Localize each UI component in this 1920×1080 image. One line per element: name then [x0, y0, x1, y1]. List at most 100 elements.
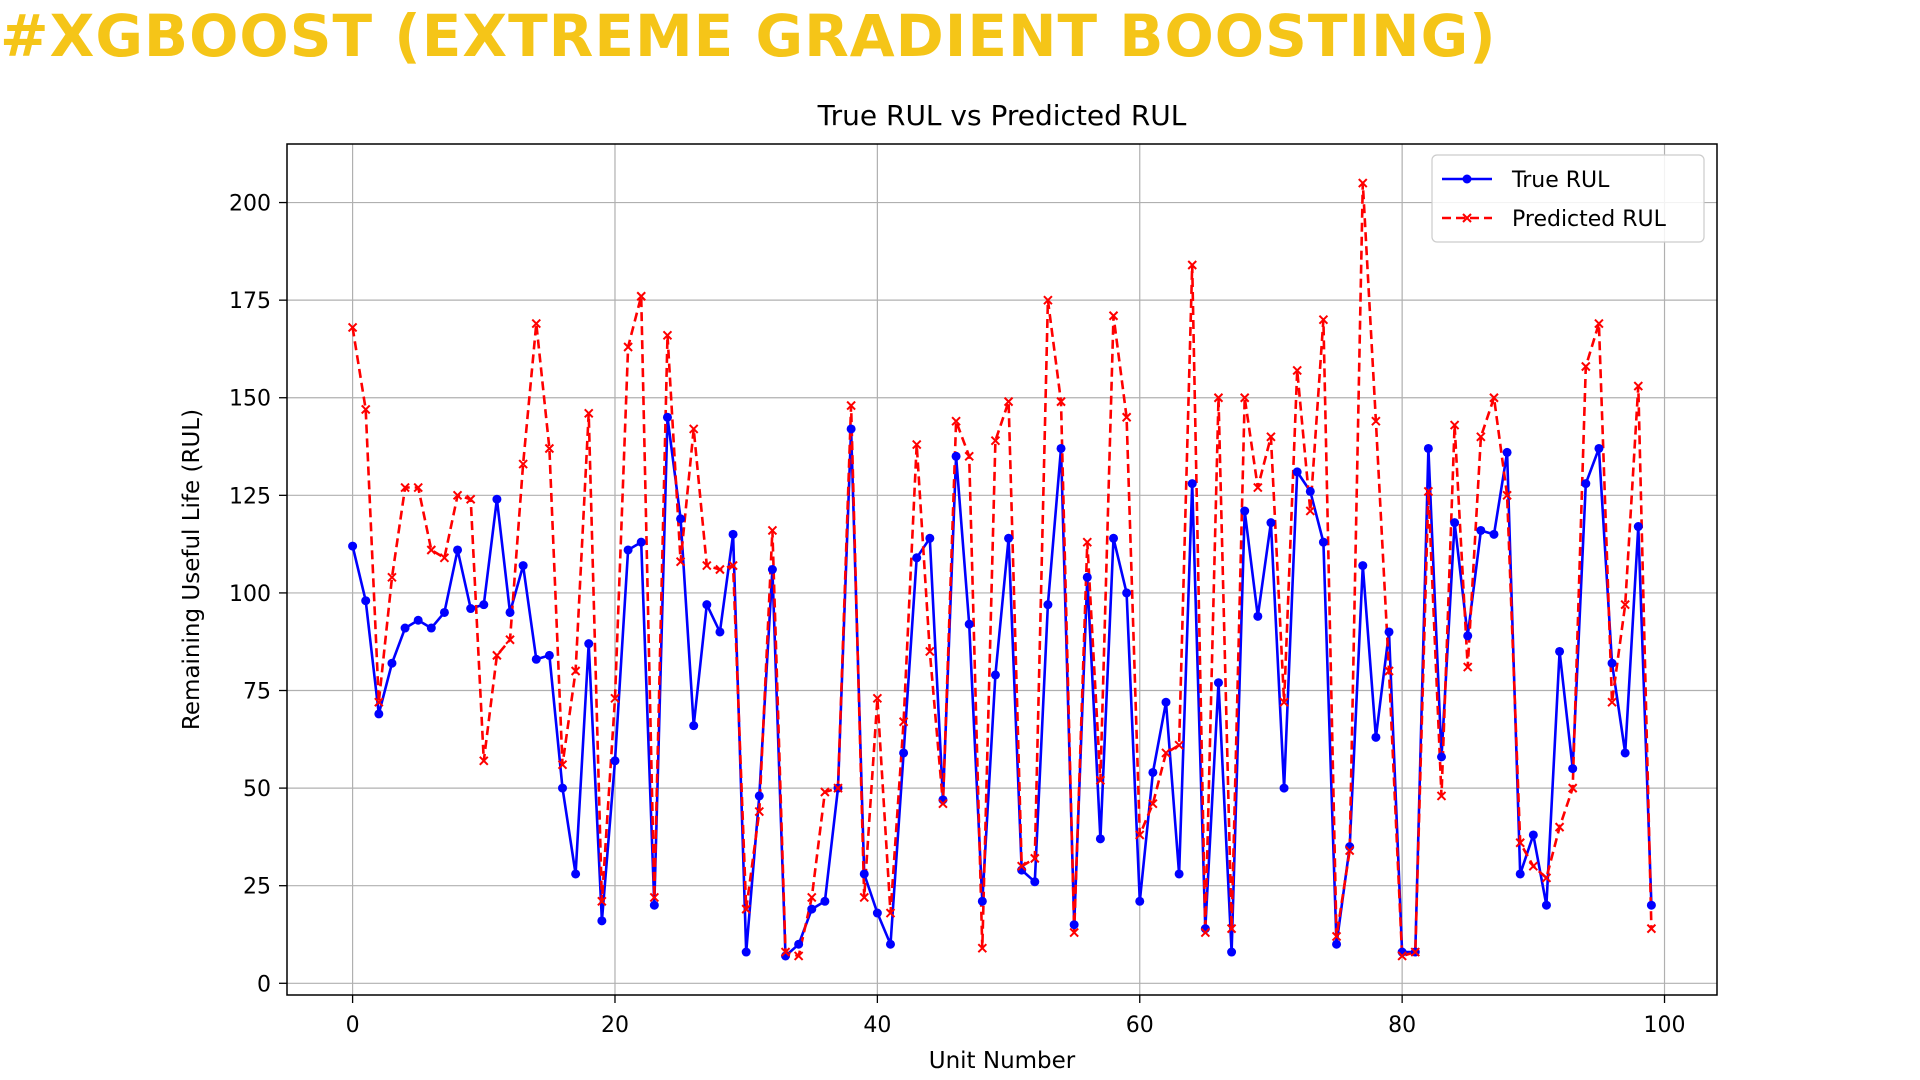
data-point	[623, 342, 633, 352]
data-point	[1069, 920, 1079, 930]
data-point	[1489, 529, 1499, 539]
data-point	[794, 939, 804, 949]
data-point	[846, 400, 856, 411]
data-point	[728, 529, 738, 539]
y-tick-label: 150	[229, 387, 271, 412]
data-point	[1567, 783, 1578, 793]
axis-ticks: 0 20 40 60 80 100 0 25 50 75 100 125 150 175 200	[229, 192, 1686, 1038]
data-point	[1555, 646, 1565, 656]
data-point	[676, 514, 686, 524]
data-point	[977, 943, 988, 953]
data-point	[1410, 947, 1420, 957]
data-point	[1227, 947, 1237, 957]
legend-marker	[1462, 213, 1472, 223]
data-point	[1043, 295, 1053, 305]
data-point	[361, 404, 371, 415]
y-axis-label: Remaining Useful Life (RUL)	[179, 409, 205, 730]
data-point	[1423, 443, 1433, 453]
data-point	[413, 615, 423, 625]
data-point	[1620, 748, 1630, 758]
x-tick-label: 60	[1126, 1013, 1154, 1038]
data-point	[1358, 561, 1368, 571]
data-point	[439, 553, 450, 563]
data-point	[1502, 490, 1512, 501]
data-point	[912, 439, 922, 450]
data-point	[1436, 791, 1447, 801]
data-point	[1318, 537, 1328, 547]
data-point	[715, 627, 725, 637]
data-point	[347, 322, 358, 333]
data-point	[1213, 678, 1223, 688]
x-tick-label: 80	[1388, 1013, 1416, 1038]
data-point	[846, 424, 856, 434]
data-point	[557, 759, 568, 770]
data-point	[1607, 658, 1617, 668]
data-point	[1305, 486, 1315, 496]
data-point	[1082, 537, 1092, 547]
grid-lines	[287, 144, 1717, 995]
data-point	[1279, 783, 1289, 793]
data-point	[465, 494, 476, 504]
data-point	[977, 896, 987, 906]
data-point	[544, 650, 554, 660]
x-axis-label: Unit Number	[929, 1048, 1076, 1074]
data-point	[479, 756, 489, 766]
data-point	[1121, 412, 1132, 422]
data-point	[636, 537, 646, 547]
data-point	[715, 564, 725, 575]
data-point	[1515, 838, 1525, 848]
data-point	[1332, 939, 1342, 949]
data-point	[1528, 861, 1539, 871]
data-point	[374, 697, 384, 707]
data-point	[1581, 479, 1591, 489]
data-point	[492, 494, 502, 504]
page-title: #XGBOOST (EXTREME GRADIENT BOOSTING)	[0, 2, 1497, 70]
data-point	[1515, 869, 1525, 879]
data-point	[1384, 666, 1394, 676]
data-point	[1003, 396, 1014, 407]
data-point	[558, 783, 568, 793]
data-point	[964, 619, 974, 629]
data-point	[1266, 518, 1276, 528]
data-point	[990, 670, 1000, 680]
data-point	[689, 721, 699, 731]
data-point	[571, 869, 581, 879]
data-point	[1541, 900, 1551, 910]
y-tick-label: 0	[257, 972, 271, 997]
data-point	[1213, 393, 1224, 403]
series-line	[351, 181, 1653, 958]
data-point	[1633, 522, 1643, 532]
data-point	[518, 561, 528, 571]
data-point	[885, 939, 895, 949]
chart-title: True RUL vs Predicted RUL	[817, 99, 1187, 132]
data-point	[531, 654, 541, 664]
data-point	[1344, 845, 1355, 856]
data-point	[728, 560, 738, 571]
data-point	[833, 783, 843, 793]
data-point	[1633, 381, 1643, 391]
data-point	[820, 787, 830, 797]
data-point	[1174, 869, 1184, 879]
data-point	[1174, 740, 1184, 750]
data-point	[1594, 443, 1604, 453]
data-point	[807, 892, 817, 903]
data-point	[1423, 486, 1434, 497]
data-point	[1331, 931, 1342, 942]
data-point	[1069, 927, 1079, 938]
data-point	[1279, 697, 1289, 707]
data-point	[544, 443, 555, 454]
data-point	[990, 435, 1001, 446]
data-point	[1502, 447, 1512, 457]
data-point	[1004, 533, 1014, 543]
data-point	[1476, 432, 1486, 442]
data-point	[1436, 752, 1446, 762]
data-point	[1135, 896, 1145, 906]
data-point	[1056, 396, 1066, 407]
data-point	[1095, 775, 1106, 786]
data-point	[938, 799, 948, 809]
data-point	[964, 451, 974, 462]
data-point	[1292, 467, 1302, 477]
data-point	[1463, 631, 1473, 641]
data-point	[925, 533, 935, 543]
